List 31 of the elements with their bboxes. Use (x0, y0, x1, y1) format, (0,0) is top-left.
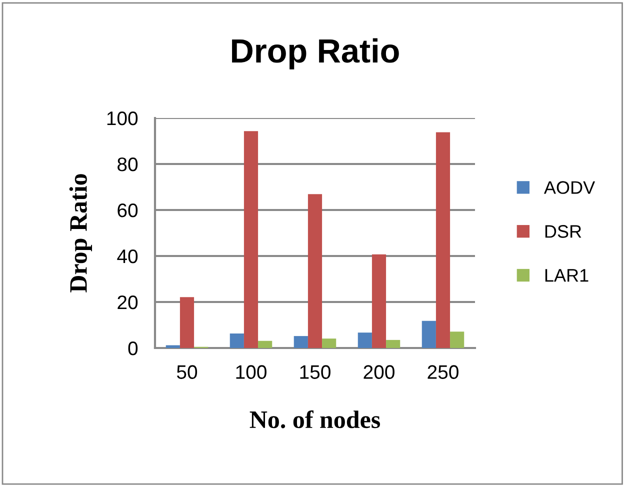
bar (244, 131, 258, 348)
legend-label: DSR (545, 225, 582, 238)
x-tick-label: 150 (300, 365, 330, 379)
x-axis-title: No. of nodes (250, 410, 380, 428)
x-tick-label: 50 (176, 365, 198, 379)
y-tick-label: 40 (117, 249, 138, 264)
x-tick-label: 200 (364, 365, 394, 379)
bar (450, 332, 464, 348)
y-tick-label: 60 (118, 203, 138, 218)
bar (358, 332, 372, 348)
bar (180, 297, 194, 348)
legend-label: LAR1 (545, 269, 588, 282)
bar (308, 194, 322, 348)
y-tick-label: 20 (118, 295, 138, 310)
y-tick-label: 0 (128, 341, 138, 356)
y-tick-label: 80 (118, 157, 138, 172)
x-tick-label: 250 (428, 365, 458, 379)
bar (422, 320, 436, 348)
y-tick-label: 100 (107, 111, 138, 126)
bar (166, 345, 180, 348)
y-axis-title: Drop Ratio (69, 174, 92, 292)
chart-title: Drop Ratio (232, 38, 399, 70)
bar (322, 338, 336, 348)
bar (386, 340, 400, 348)
bar (258, 340, 272, 348)
x-tick-label: 100 (236, 365, 266, 379)
bar (294, 336, 308, 348)
bar (372, 254, 386, 348)
bar (436, 132, 450, 348)
bar (230, 334, 244, 348)
legend-label: AODV (544, 181, 596, 194)
